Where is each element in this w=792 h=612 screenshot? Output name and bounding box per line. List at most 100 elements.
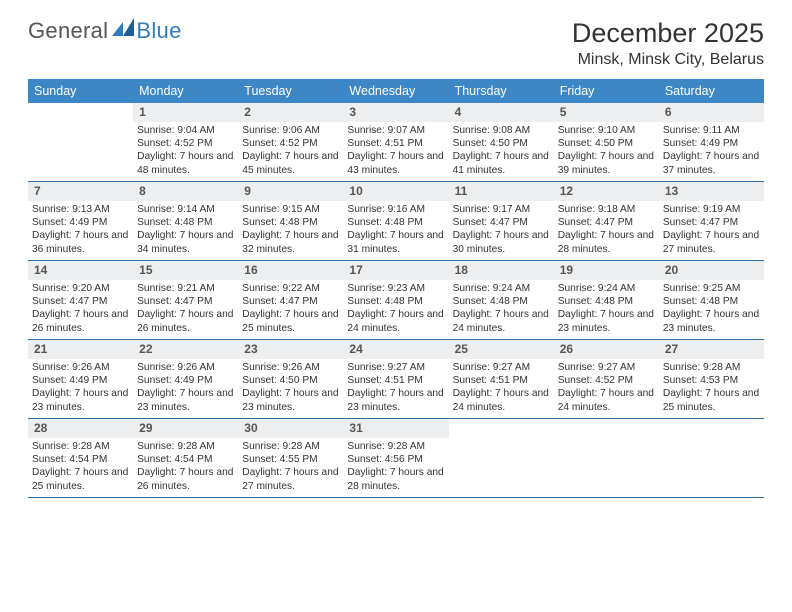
daylight-text: Daylight: 7 hours and 37 minutes.: [663, 150, 760, 176]
day-cell: 18Sunrise: 9:24 AMSunset: 4:48 PMDayligh…: [449, 261, 554, 339]
sunrise-text: Sunrise: 9:04 AM: [137, 124, 234, 137]
day-number: 3: [343, 103, 448, 122]
sunrise-text: Sunrise: 9:24 AM: [558, 282, 655, 295]
daylight-text: Daylight: 7 hours and 25 minutes.: [242, 308, 339, 334]
sunrise-text: Sunrise: 9:17 AM: [453, 203, 550, 216]
sunrise-text: Sunrise: 9:28 AM: [242, 440, 339, 453]
sunset-text: Sunset: 4:47 PM: [137, 295, 234, 308]
day-cell: 15Sunrise: 9:21 AMSunset: 4:47 PMDayligh…: [133, 261, 238, 339]
day-cell: 28Sunrise: 9:28 AMSunset: 4:54 PMDayligh…: [28, 419, 133, 497]
sunset-text: Sunset: 4:48 PM: [347, 295, 444, 308]
sunrise-text: Sunrise: 9:06 AM: [242, 124, 339, 137]
sunset-text: Sunset: 4:50 PM: [242, 374, 339, 387]
sunset-text: Sunset: 4:48 PM: [242, 216, 339, 229]
sunset-text: Sunset: 4:52 PM: [137, 137, 234, 150]
sunrise-text: Sunrise: 9:26 AM: [137, 361, 234, 374]
day-header-wed: Wednesday: [343, 79, 448, 103]
daylight-text: Daylight: 7 hours and 30 minutes.: [453, 229, 550, 255]
sunrise-text: Sunrise: 9:28 AM: [32, 440, 129, 453]
sunset-text: Sunset: 4:52 PM: [558, 374, 655, 387]
day-cell: 16Sunrise: 9:22 AMSunset: 4:47 PMDayligh…: [238, 261, 343, 339]
day-number: 14: [28, 261, 133, 280]
day-number: 7: [28, 182, 133, 201]
daylight-text: Daylight: 7 hours and 41 minutes.: [453, 150, 550, 176]
day-cell: 7Sunrise: 9:13 AMSunset: 4:49 PMDaylight…: [28, 182, 133, 260]
day-cell: 12Sunrise: 9:18 AMSunset: 4:47 PMDayligh…: [554, 182, 659, 260]
day-cell-blank: [554, 419, 659, 497]
day-cell: 1 Sunrise: 9:04 AMSunset: 4:52 PMDaylight…: [133, 103, 238, 181]
sunset-text: Sunset: 4:51 PM: [347, 137, 444, 150]
day-number: 1: [133, 103, 238, 122]
day-header-mon: Monday: [133, 79, 238, 103]
sunset-text: Sunset: 4:48 PM: [137, 216, 234, 229]
daylight-text: Daylight: 7 hours and 32 minutes.: [242, 229, 339, 255]
day-number: 16: [238, 261, 343, 280]
sunrise-text: Sunrise: 9:26 AM: [242, 361, 339, 374]
daylight-text: Daylight: 7 hours and 26 minutes.: [137, 466, 234, 492]
title-block: December 2025 Minsk, Minsk City, Belarus: [572, 18, 764, 69]
day-cell: 5Sunrise: 9:10 AMSunset: 4:50 PMDaylight…: [554, 103, 659, 181]
sunrise-text: Sunrise: 9:25 AM: [663, 282, 760, 295]
day-header-row: Sunday Monday Tuesday Wednesday Thursday…: [28, 79, 764, 103]
day-cell: 23Sunrise: 9:26 AMSunset: 4:50 PMDayligh…: [238, 340, 343, 418]
calendar-page: General Blue December 2025 Minsk, Minsk …: [0, 0, 792, 518]
sunset-text: Sunset: 4:51 PM: [453, 374, 550, 387]
day-cell: 3Sunrise: 9:07 AMSunset: 4:51 PMDaylight…: [343, 103, 448, 181]
daylight-text: Daylight: 7 hours and 23 minutes.: [558, 308, 655, 334]
logo-text-blue: Blue: [136, 18, 181, 44]
day-header-fri: Friday: [554, 79, 659, 103]
day-cell: 31Sunrise: 9:28 AMSunset: 4:56 PMDayligh…: [343, 419, 448, 497]
sunrise-text: Sunrise: 9:28 AM: [347, 440, 444, 453]
sunrise-text: Sunrise: 9:14 AM: [137, 203, 234, 216]
daylight-text: Daylight: 7 hours and 24 minutes.: [558, 387, 655, 413]
sunrise-text: Sunrise: 9:10 AM: [558, 124, 655, 137]
day-number: 28: [28, 419, 133, 438]
day-cell-blank: [659, 419, 764, 497]
day-number: 29: [133, 419, 238, 438]
day-number: 26: [554, 340, 659, 359]
sunrise-text: Sunrise: 9:28 AM: [663, 361, 760, 374]
daylight-text: Daylight: 7 hours and 48 minutes.: [137, 150, 234, 176]
sunset-text: Sunset: 4:50 PM: [558, 137, 655, 150]
day-cell-blank: [28, 103, 133, 181]
day-number: 11: [449, 182, 554, 201]
day-number: 25: [449, 340, 554, 359]
sunrise-text: Sunrise: 9:21 AM: [137, 282, 234, 295]
logo-mark-icon: [112, 18, 134, 36]
sunrise-text: Sunrise: 9:13 AM: [32, 203, 129, 216]
weeks-container: 1Sunrise: 9:04 AMSunset: 4:52 PMDaylight…: [28, 103, 764, 498]
daylight-text: Daylight: 7 hours and 28 minutes.: [558, 229, 655, 255]
sunset-text: Sunset: 4:51 PM: [347, 374, 444, 387]
page-title: December 2025: [572, 18, 764, 49]
day-number: 17: [343, 261, 448, 280]
day-number: 18: [449, 261, 554, 280]
sunset-text: Sunset: 4:54 PM: [137, 453, 234, 466]
daylight-text: Daylight: 7 hours and 23 minutes.: [137, 387, 234, 413]
daylight-text: Daylight: 7 hours and 27 minutes.: [663, 229, 760, 255]
sunset-text: Sunset: 4:48 PM: [347, 216, 444, 229]
day-number: 19: [554, 261, 659, 280]
daylight-text: Daylight: 7 hours and 25 minutes.: [663, 387, 760, 413]
sunrise-text: Sunrise: 9:08 AM: [453, 124, 550, 137]
day-cell: 26Sunrise: 9:27 AMSunset: 4:52 PMDayligh…: [554, 340, 659, 418]
daylight-text: Daylight: 7 hours and 31 minutes.: [347, 229, 444, 255]
week-row: 7Sunrise: 9:13 AMSunset: 4:49 PMDaylight…: [28, 182, 764, 261]
sunset-text: Sunset: 4:55 PM: [242, 453, 339, 466]
calendar-grid: Sunday Monday Tuesday Wednesday Thursday…: [28, 79, 764, 498]
logo: General Blue: [28, 18, 182, 44]
day-cell-blank: [449, 419, 554, 497]
sunset-text: Sunset: 4:52 PM: [242, 137, 339, 150]
sunset-text: Sunset: 4:48 PM: [558, 295, 655, 308]
day-number: 4: [449, 103, 554, 122]
day-cell: 6Sunrise: 9:11 AMSunset: 4:49 PMDaylight…: [659, 103, 764, 181]
day-cell: 27Sunrise: 9:28 AMSunset: 4:53 PMDayligh…: [659, 340, 764, 418]
day-cell: 25Sunrise: 9:27 AMSunset: 4:51 PMDayligh…: [449, 340, 554, 418]
day-header-tue: Tuesday: [238, 79, 343, 103]
sunrise-text: Sunrise: 9:24 AM: [453, 282, 550, 295]
day-cell: 17Sunrise: 9:23 AMSunset: 4:48 PMDayligh…: [343, 261, 448, 339]
day-cell: 29Sunrise: 9:28 AMSunset: 4:54 PMDayligh…: [133, 419, 238, 497]
daylight-text: Daylight: 7 hours and 24 minutes.: [453, 308, 550, 334]
daylight-text: Daylight: 7 hours and 23 minutes.: [347, 387, 444, 413]
daylight-text: Daylight: 7 hours and 24 minutes.: [453, 387, 550, 413]
sunrise-text: Sunrise: 9:15 AM: [242, 203, 339, 216]
